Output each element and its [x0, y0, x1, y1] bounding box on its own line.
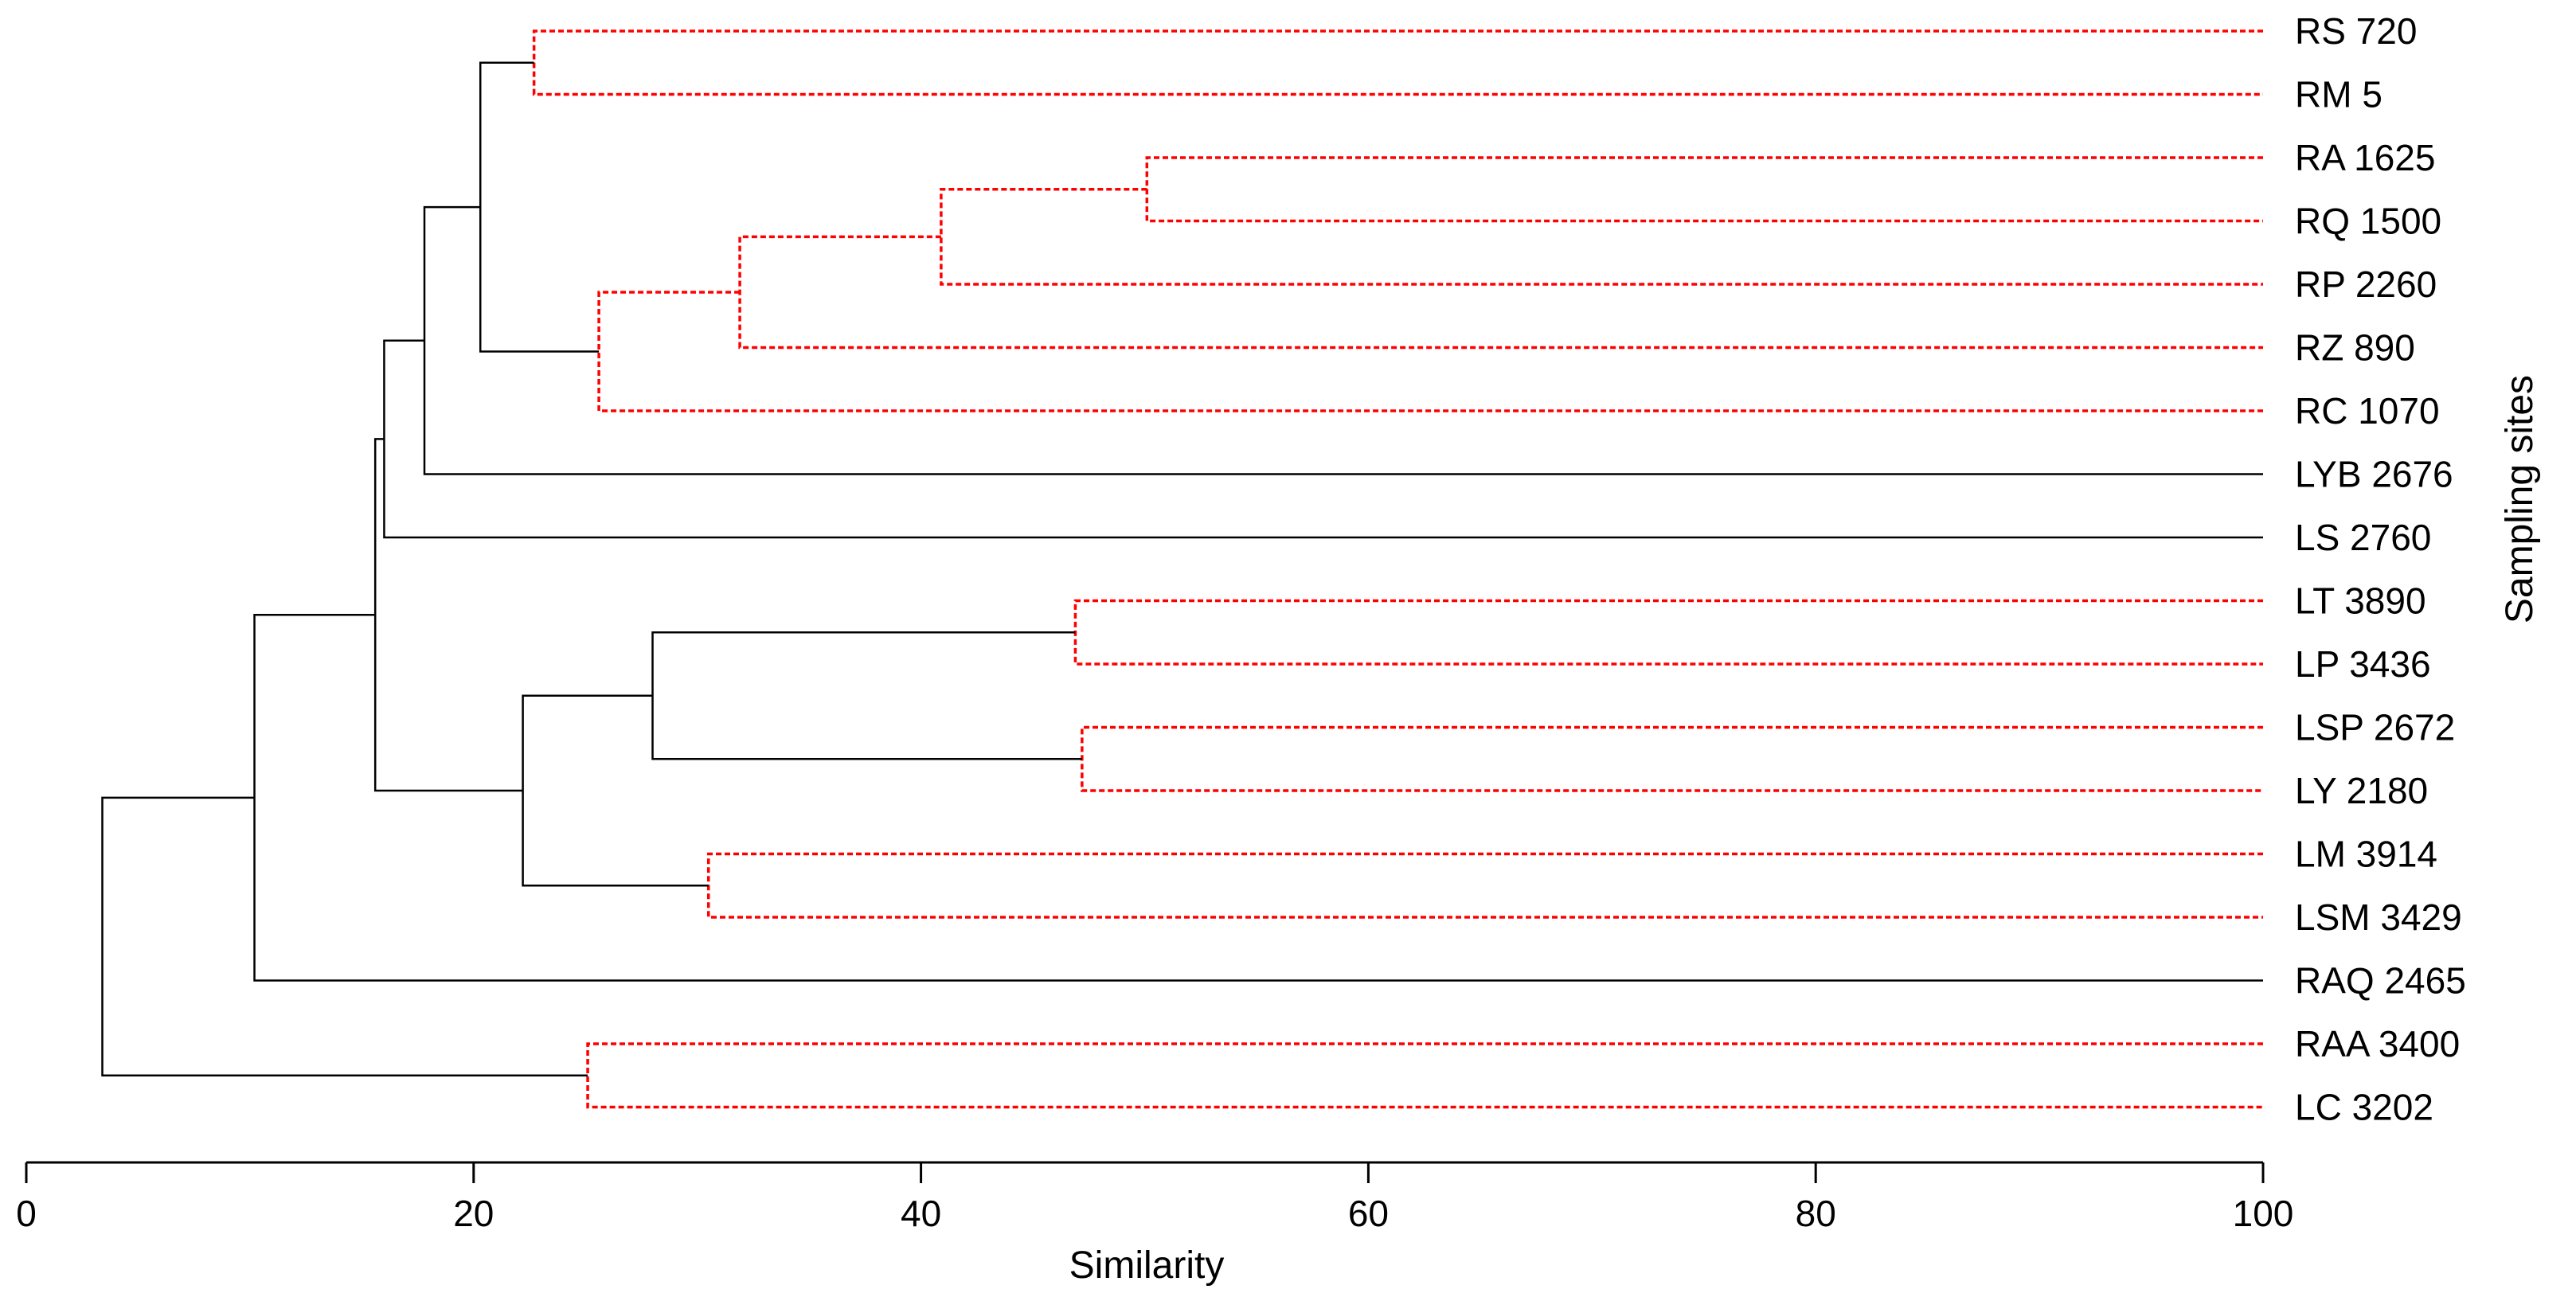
leaf-label: LS 2760: [2295, 517, 2431, 558]
dendrogram-link-m15: [253, 613, 2263, 982]
leaf-label: RAQ 2465: [2295, 960, 2466, 1002]
dendrogram-link-m17: [101, 796, 588, 1076]
leaf-label: LSM 3429: [2295, 897, 2462, 938]
dendrogram-link-m16: [586, 1042, 2263, 1109]
x-axis: 0 20 40 60 80 100: [16, 1161, 2293, 1234]
dendrogram-link-m12: [706, 852, 2263, 919]
leaf-label: RZ 890: [2295, 327, 2415, 369]
leaf-label: RM 5: [2295, 74, 2383, 115]
leaf-label: RS 720: [2295, 10, 2417, 52]
leaf-labels: RS 720 RM 5 RA 1625 RQ 1500 RP 2260 RZ 890 RC …: [2295, 10, 2466, 1128]
x-axis-title: Similarity: [1069, 1244, 1225, 1287]
dendrogram-link-m9: [1073, 599, 2263, 666]
dendrogram-link-m13: [522, 694, 709, 887]
leaf-label: RA 1625: [2295, 137, 2435, 178]
leaf-label: LC 3202: [2295, 1087, 2433, 1128]
leaf-label: LY 2180: [2295, 770, 2428, 811]
leaf-label: LT 3890: [2295, 580, 2426, 622]
x-tick-label: 0: [16, 1193, 37, 1234]
x-tick-label: 100: [2233, 1193, 2294, 1234]
dendrogram-link-m2: [1145, 156, 2263, 223]
leaf-label: LP 3436: [2295, 643, 2431, 685]
dendrogram-link-m5: [597, 291, 2263, 412]
x-tick-label: 80: [1796, 1193, 1836, 1234]
dendrogram-link-m14: [373, 438, 523, 792]
leaf-label: RAA 3400: [2295, 1023, 2460, 1065]
dendrogram-links: [101, 29, 2263, 1109]
dendrogram-link-m11: [651, 631, 1082, 760]
dendrogram-link-m10: [1081, 725, 2263, 792]
x-axis-ticks: 0 20 40 60 80 100: [16, 1162, 2293, 1234]
dendrogram-link-m7: [423, 205, 2263, 475]
x-tick-label: 40: [901, 1193, 941, 1234]
leaf-label: RQ 1500: [2295, 201, 2441, 242]
dendrogram-link-m8: [383, 339, 2263, 539]
leaf-label: LYB 2676: [2295, 454, 2453, 495]
leaf-label: LM 3914: [2295, 834, 2437, 875]
leaf-label: LSP 2672: [2295, 707, 2455, 748]
dendrogram-link-m1: [532, 29, 2263, 96]
leaf-label: RP 2260: [2295, 264, 2437, 305]
y-axis-title: Sampling sites: [2499, 375, 2541, 623]
x-tick-label: 60: [1348, 1193, 1389, 1234]
dendrogram-link-m4: [738, 235, 2263, 350]
leaf-label: RC 1070: [2295, 390, 2440, 432]
dendrogram-link-m3: [940, 188, 2263, 286]
x-tick-label: 20: [453, 1193, 494, 1234]
dendrogram-link-m6: [479, 61, 600, 353]
